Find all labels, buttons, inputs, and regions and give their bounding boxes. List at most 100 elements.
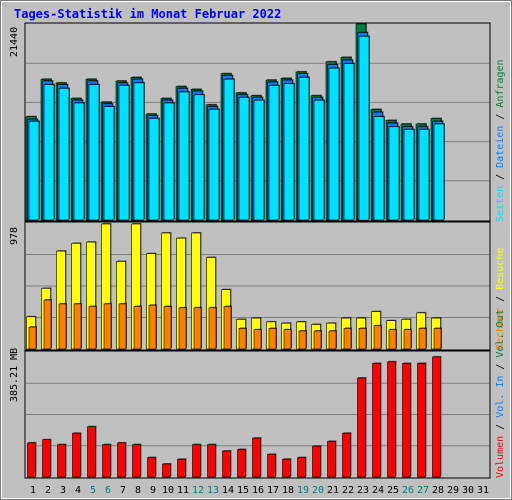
legend-text: Seiten / Dateien / Anfragen bbox=[495, 59, 506, 222]
bar-rechner bbox=[238, 328, 247, 350]
x-tick-label: 28 bbox=[432, 485, 444, 496]
x-tick-label: 17 bbox=[267, 485, 279, 496]
bar-seiten bbox=[328, 67, 340, 221]
bars bbox=[25, 23, 445, 478]
bar-volumen bbox=[402, 363, 411, 478]
bar-rechner bbox=[388, 329, 397, 350]
x-tick-label: 11 bbox=[177, 485, 189, 496]
x-tick-label: 27 bbox=[417, 485, 429, 496]
bar-rechner bbox=[73, 303, 82, 350]
legend-item: Volumen bbox=[495, 436, 506, 478]
bar-volumen bbox=[282, 458, 291, 478]
bar-rechner bbox=[373, 325, 382, 350]
bar-rechner bbox=[283, 329, 292, 350]
x-tick-label: 16 bbox=[252, 485, 264, 496]
bar-volumen bbox=[237, 449, 246, 478]
bar-seiten bbox=[373, 116, 385, 221]
bar-seiten bbox=[418, 129, 430, 221]
bar-rechner bbox=[403, 329, 412, 350]
bar-seiten bbox=[148, 118, 160, 221]
x-tick-label: 31 bbox=[477, 485, 489, 496]
bar-rechner bbox=[268, 328, 277, 350]
legend-bottom: Volumen / Vol. In / Vol. Out bbox=[495, 309, 506, 478]
chart-title: Tages-Statistik im Monat Februar 2022 bbox=[14, 7, 281, 21]
bar-seiten bbox=[208, 109, 220, 221]
legend-item: Seiten bbox=[495, 186, 506, 222]
y-max-label-top: 21440 bbox=[9, 27, 20, 57]
legend-item: Anfragen bbox=[495, 59, 506, 107]
x-tick-label: 18 bbox=[282, 485, 294, 496]
bar-volumen bbox=[297, 457, 306, 478]
bar-rechner bbox=[223, 306, 232, 350]
bar-volumen bbox=[432, 356, 441, 478]
legend-separator: / bbox=[495, 108, 506, 126]
legend-top: Seiten / Dateien / Anfragen bbox=[495, 59, 506, 222]
bar-volumen bbox=[162, 463, 171, 478]
x-tick-label: 10 bbox=[162, 485, 174, 496]
x-tick-label: 3 bbox=[60, 485, 66, 496]
bar-seiten bbox=[28, 121, 40, 221]
bar-volumen bbox=[312, 445, 321, 478]
x-tick-label: 22 bbox=[342, 485, 354, 496]
x-tick-label: 20 bbox=[312, 485, 324, 496]
x-tick-label: 7 bbox=[120, 485, 126, 496]
bar-seiten bbox=[43, 84, 55, 221]
x-tick-label: 21 bbox=[327, 485, 339, 496]
bar-rechner bbox=[298, 330, 307, 350]
bar-volumen bbox=[57, 444, 66, 478]
x-tick-label: 14 bbox=[222, 485, 234, 496]
x-tick-label: 29 bbox=[447, 485, 459, 496]
x-tick-label: 12 bbox=[192, 485, 204, 496]
bar-rechner bbox=[343, 328, 352, 350]
bar-rechner bbox=[148, 304, 157, 350]
bar-rechner bbox=[328, 330, 337, 350]
legend-text: Volumen / Vol. In / Vol. Out bbox=[495, 309, 506, 478]
bar-rechner bbox=[58, 303, 67, 350]
bar-seiten bbox=[313, 99, 325, 221]
bar-rechner bbox=[433, 328, 442, 350]
x-axis-day-labels: 1 2 3 4 5 6 7 8 9 10 11 12 13 14 15 16 17 18 19 20 21 22 23 24 2… bbox=[30, 485, 489, 496]
bar-rechner bbox=[163, 306, 172, 350]
bar-seiten bbox=[388, 126, 400, 221]
legend-separator: / bbox=[495, 358, 506, 376]
bar-volumen bbox=[27, 442, 36, 478]
legend-item: Besuche bbox=[495, 248, 506, 290]
bar-volumen bbox=[357, 377, 366, 478]
legend-middle: Rechner / Besuche bbox=[495, 248, 506, 350]
bar-rechner bbox=[133, 306, 142, 350]
bar-volumen bbox=[87, 426, 96, 478]
bar-seiten bbox=[298, 77, 310, 221]
legend-separator: / bbox=[495, 418, 506, 436]
bar-seiten bbox=[88, 84, 100, 221]
bar-volumen bbox=[417, 363, 426, 478]
x-tick-label: 1 bbox=[30, 485, 36, 496]
bar-volumen bbox=[42, 439, 51, 478]
x-tick-label: 6 bbox=[105, 485, 111, 496]
bar-seiten bbox=[238, 97, 250, 221]
bar-volumen bbox=[177, 458, 186, 478]
bar-volumen bbox=[327, 440, 336, 478]
bar-volumen bbox=[222, 450, 231, 478]
x-tick-label: 23 bbox=[357, 485, 369, 496]
legend-item: Dateien bbox=[495, 126, 506, 168]
x-tick-label: 13 bbox=[207, 485, 219, 496]
bar-seiten bbox=[268, 85, 280, 221]
bar-seiten bbox=[133, 82, 145, 221]
x-tick-label: 2 bbox=[45, 485, 51, 496]
x-tick-label: 5 bbox=[90, 485, 96, 496]
legend-text: Rechner / Besuche bbox=[495, 248, 506, 350]
bar-seiten bbox=[163, 102, 175, 221]
bar-rechner bbox=[313, 330, 322, 350]
legend-item: Rechner bbox=[495, 308, 506, 350]
bar-rechner bbox=[43, 299, 52, 350]
x-tick-label: 25 bbox=[387, 485, 399, 496]
bar-seiten bbox=[403, 129, 415, 221]
bar-seiten bbox=[118, 85, 130, 221]
bar-seiten bbox=[253, 99, 265, 221]
bar-seiten bbox=[193, 94, 205, 221]
bar-rechner bbox=[103, 303, 112, 350]
x-tick-label: 30 bbox=[462, 485, 474, 496]
bar-seiten bbox=[103, 106, 115, 221]
bar-rechner bbox=[118, 303, 127, 350]
bar-rechner bbox=[358, 328, 367, 350]
